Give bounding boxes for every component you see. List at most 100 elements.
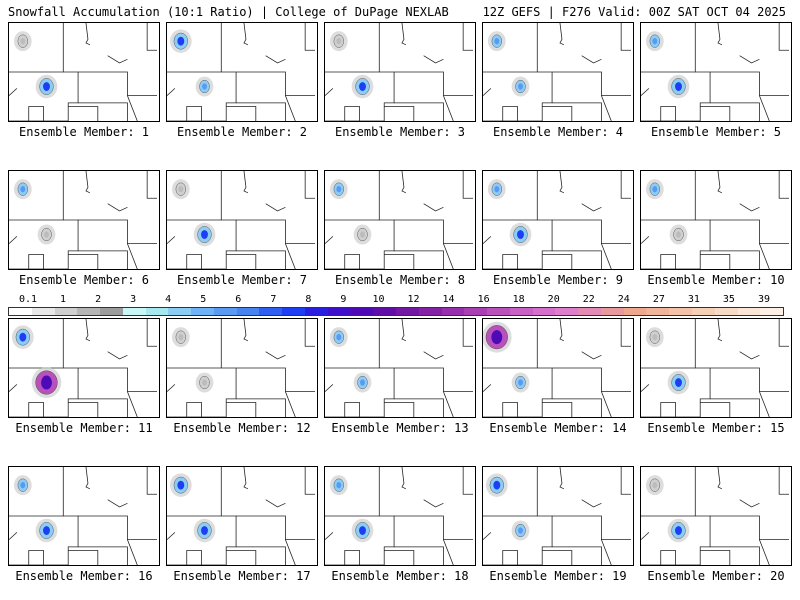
colorbar-swatch: [509, 308, 533, 315]
snowfall-blob: [11, 325, 34, 349]
ensemble-member-panel: Ensemble Member: 9: [482, 170, 634, 287]
colorbar-tick-label: 2: [95, 294, 102, 305]
page-title: Snowfall Accumulation (10:1 Ratio) | Col…: [8, 5, 449, 19]
ensemble-member-panel: Ensemble Member: 19: [482, 466, 634, 583]
snowfall-map: [640, 466, 792, 566]
ensemble-member-label: Ensemble Member: 7: [176, 273, 308, 287]
colorbar-swatch: [31, 308, 55, 315]
ensemble-member-label: Ensemble Member: 3: [334, 125, 466, 139]
ensemble-member-label: Ensemble Member: 20: [647, 569, 785, 583]
snowfall-blob: [669, 224, 688, 245]
colorbar-tick-label: 22: [582, 294, 595, 305]
snowfall-blob: [645, 327, 664, 348]
snowfall-blob: [13, 475, 32, 496]
ensemble-member-label: Ensemble Member: 4: [492, 125, 624, 139]
ensemble-member-panel: Ensemble Member: 20: [640, 466, 792, 583]
colorbar-swatch: [532, 308, 556, 315]
ensemble-member-panel: Ensemble Member: 2: [166, 22, 318, 139]
snowfall-blob: [487, 31, 506, 52]
snowfall-blob: [193, 222, 216, 247]
colorbar: [8, 307, 784, 316]
ensemble-member-panel: Ensemble Member: 16: [8, 466, 160, 583]
colorbar-swatch: [259, 308, 283, 315]
ensemble-member-label: Ensemble Member: 19: [489, 569, 627, 583]
snowfall-blob: [195, 76, 214, 97]
snowfall-map: [640, 170, 792, 270]
colorbar-tick-label: 1: [60, 294, 67, 305]
colorbar-tick-label: 14: [442, 294, 455, 305]
snowfall-blob: [329, 475, 348, 496]
ensemble-member-label: Ensemble Member: 15: [647, 421, 785, 435]
snowfall-blob: [509, 222, 532, 247]
snowfall-map: [8, 170, 160, 270]
snowfall-blob: [511, 372, 530, 393]
ensemble-member-panel: Ensemble Member: 18: [324, 466, 476, 583]
snowfall-map: [482, 170, 634, 270]
colorbar-tick-label: 16: [477, 294, 490, 305]
ensemble-member-panel: Ensemble Member: 1: [8, 22, 160, 139]
snowfall-blob: [353, 372, 372, 393]
colorbar-swatch: [213, 308, 237, 315]
snowfall-blob: [13, 179, 32, 200]
ensemble-member-label: Ensemble Member: 17: [173, 569, 311, 583]
ensemble-member-label: Ensemble Member: 16: [15, 569, 153, 583]
snowfall-blob: [171, 327, 190, 348]
ensemble-member-panel: Ensemble Member: 7: [166, 170, 318, 287]
snowfall-map: [166, 318, 318, 418]
snowfall-blob: [511, 520, 530, 541]
colorbar-tick-label: 10: [372, 294, 385, 305]
colorbar-swatch: [737, 308, 761, 315]
colorbar-swatch: [145, 308, 169, 315]
ensemble-member-label: Ensemble Member: 2: [176, 125, 308, 139]
colorbar-tick-label: 4: [165, 294, 172, 305]
colorbar-swatch: [487, 308, 510, 315]
snowfall-blob: [195, 372, 214, 393]
colorbar-swatch: [282, 308, 305, 315]
colorbar-tick-label: 31: [687, 294, 700, 305]
colorbar-swatch: [691, 308, 715, 315]
colorbar-tick-label: 35: [722, 294, 735, 305]
colorbar-swatch: [555, 308, 579, 315]
colorbar-swatch: [9, 308, 32, 315]
ensemble-member-panel: Ensemble Member: 10: [640, 170, 792, 287]
snowfall-blob: [353, 224, 372, 245]
colorbar-tick-label: 24: [617, 294, 630, 305]
snowfall-blob: [645, 31, 664, 52]
ensemble-member-label: Ensemble Member: 8: [334, 273, 466, 287]
colorbar-swatch: [623, 308, 647, 315]
ensemble-member-panel: Ensemble Member: 15: [640, 318, 792, 435]
colorbar-swatch: [77, 308, 101, 315]
colorbar-tick-label: 9: [340, 294, 347, 305]
colorbar-tick-label: 27: [652, 294, 665, 305]
snowfall-map: [324, 22, 476, 122]
colorbar-swatch: [122, 308, 146, 315]
snowfall-map: [324, 466, 476, 566]
snowfall-blob: [171, 179, 190, 200]
snowfall-map: [482, 466, 634, 566]
colorbar-tick-label: 0.1: [18, 294, 38, 305]
colorbar-tick-label: 6: [235, 294, 242, 305]
snowfall-blob: [351, 74, 374, 99]
ensemble-member-label: Ensemble Member: 6: [18, 273, 150, 287]
ensemble-member-panel: Ensemble Member: 4: [482, 22, 634, 139]
ensemble-member-label: Ensemble Member: 5: [650, 125, 782, 139]
ensemble-member-label: Ensemble Member: 1: [18, 125, 150, 139]
run-valid-time: 12Z GEFS | F276 Valid: 00Z SAT OCT 04 20…: [482, 5, 786, 19]
colorbar-swatch: [304, 308, 328, 315]
colorbar-swatch: [600, 308, 624, 315]
snowfall-blob: [329, 327, 348, 348]
snowfall-blob: [511, 76, 530, 97]
snowfall-blob: [35, 74, 58, 99]
colorbar-tick-label: 7: [270, 294, 277, 305]
snowfall-map: [324, 170, 476, 270]
colorbar-swatch: [714, 308, 738, 315]
colorbar-tick-label: 18: [512, 294, 525, 305]
ensemble-member-label: Ensemble Member: 11: [15, 421, 153, 435]
snowfall-blob: [487, 179, 506, 200]
colorbar-tick-label: 5: [200, 294, 207, 305]
snowfall-map: [482, 22, 634, 122]
colorbar-swatch: [418, 308, 442, 315]
snowfall-map: [166, 466, 318, 566]
colorbar-tick-label: 39: [757, 294, 771, 305]
snowfall-blob: [351, 518, 374, 543]
